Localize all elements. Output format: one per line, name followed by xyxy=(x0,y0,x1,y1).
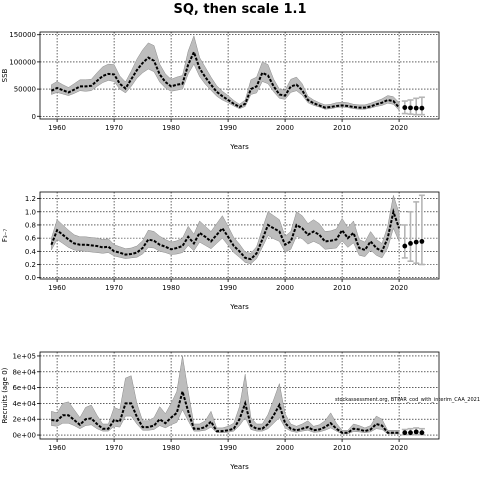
ssb-xtick-label: 1960 xyxy=(48,124,66,132)
recruits-xtick-label: 2020 xyxy=(390,444,408,452)
f-xtick-label: 2010 xyxy=(333,284,351,292)
f-xtick-label: 1980 xyxy=(162,284,180,292)
ssb-panel: 1960 1970 1980 1990 2000 2010 2020 0 50000 100000… xyxy=(1,31,440,151)
fishing-mortality-panel: 1960 1970 1980 1990 2000 2010 2020 0.0 0.2 0.4 0.6… xyxy=(1,191,440,311)
ssb-forecast-point xyxy=(419,105,425,111)
f-xtick-label: 2000 xyxy=(276,284,294,292)
f-estimate-line xyxy=(50,208,401,261)
ssb-ytick-label: 150000 xyxy=(9,31,36,39)
ssb-plot-frame xyxy=(39,31,440,120)
recruits-ytick-label: 1e+05 xyxy=(12,352,36,360)
source-annotation: stockassessment.org, BTPAR_cod_with_inte… xyxy=(335,397,480,403)
ssb-forecast-point xyxy=(413,105,419,111)
f-y-axis-label: F₃₋₇ xyxy=(1,229,9,243)
recruits-xtick-label: 1960 xyxy=(48,444,66,452)
ssb-xtick-label: 1970 xyxy=(105,124,123,132)
recruits-xtick-label: 1970 xyxy=(105,444,123,452)
ssb-ytick-label: 50000 xyxy=(14,86,36,94)
recruits-estimate-line xyxy=(51,387,400,434)
recruits-ytick-label: 2e+04 xyxy=(12,416,36,424)
f-forecast-point xyxy=(408,241,413,246)
ssb-ytick-label: 100000 xyxy=(9,58,36,66)
recruits-ytick-label: 4e+04 xyxy=(12,400,36,408)
recruits-plot-frame xyxy=(39,351,440,440)
recruits-x-axis-label: Years xyxy=(229,463,249,471)
recruits-ytick-label: 6e+04 xyxy=(12,384,36,392)
f-plot-frame xyxy=(39,191,440,280)
ssb-estimate-line xyxy=(50,49,400,109)
ssb-xtick-label: 2000 xyxy=(276,124,294,132)
ssb-y-axis-label: SSB xyxy=(1,68,9,82)
f-xtick-label: 1960 xyxy=(48,284,66,292)
ssb-xtick-label: 2010 xyxy=(333,124,351,132)
recruitment-panel: 1960 1970 1980 1990 2000 2010 2020 0e+00 2e+04 4e… xyxy=(1,351,480,471)
ssb-xtick-label: 1990 xyxy=(219,124,237,132)
f-x-axis-label: Years xyxy=(229,303,249,311)
recruits-xtick-label: 2000 xyxy=(276,444,294,452)
recruits-y-axis-label: Recruits (age 0) xyxy=(1,367,9,423)
recruits-forecast-point xyxy=(402,430,408,436)
ssb-forecast-point xyxy=(402,105,408,110)
f-ytick-label: 1.2 xyxy=(25,195,36,203)
f-ytick-label: 1.0 xyxy=(25,208,36,216)
f-xtick-label: 1990 xyxy=(219,284,237,292)
figure-title: SQ, then scale 1.1 xyxy=(174,2,307,17)
f-ytick-label: 0.6 xyxy=(25,235,37,243)
recruits-xtick-label: 1990 xyxy=(219,444,237,452)
recruits-xtick-label: 2010 xyxy=(333,444,351,452)
f-ytick-label: 0.8 xyxy=(25,221,36,229)
recruits-ytick-label: 0e+00 xyxy=(12,432,36,440)
ssb-ytick-label: 0 xyxy=(32,113,36,121)
f-ytick-label: 0.0 xyxy=(25,274,36,282)
f-forecast-point xyxy=(413,239,419,245)
f-xtick-label: 2020 xyxy=(390,284,408,292)
recruits-xtick-label: 1980 xyxy=(162,444,180,452)
recruits-ytick-label: 8e+04 xyxy=(12,368,36,376)
f-xtick-label: 1970 xyxy=(105,284,123,292)
ssb-xtick-label: 1980 xyxy=(162,124,180,132)
f-confidence-band xyxy=(51,195,400,265)
ssb-forecast-point xyxy=(408,105,413,111)
recruits-confidence-band xyxy=(51,355,400,435)
ssb-xtick-label: 2020 xyxy=(390,124,408,132)
recruits-forecast-point xyxy=(408,430,413,436)
f-forecast-point xyxy=(402,243,408,249)
recruits-forecast-point xyxy=(419,430,425,436)
f-ytick-label: 0.2 xyxy=(25,261,36,269)
f-forecast-point xyxy=(419,239,425,244)
recruits-forecast-point xyxy=(413,429,419,435)
f-ytick-label: 0.4 xyxy=(25,248,37,256)
ssb-confidence-band xyxy=(51,34,400,111)
ssb-x-axis-label: Years xyxy=(229,143,249,151)
